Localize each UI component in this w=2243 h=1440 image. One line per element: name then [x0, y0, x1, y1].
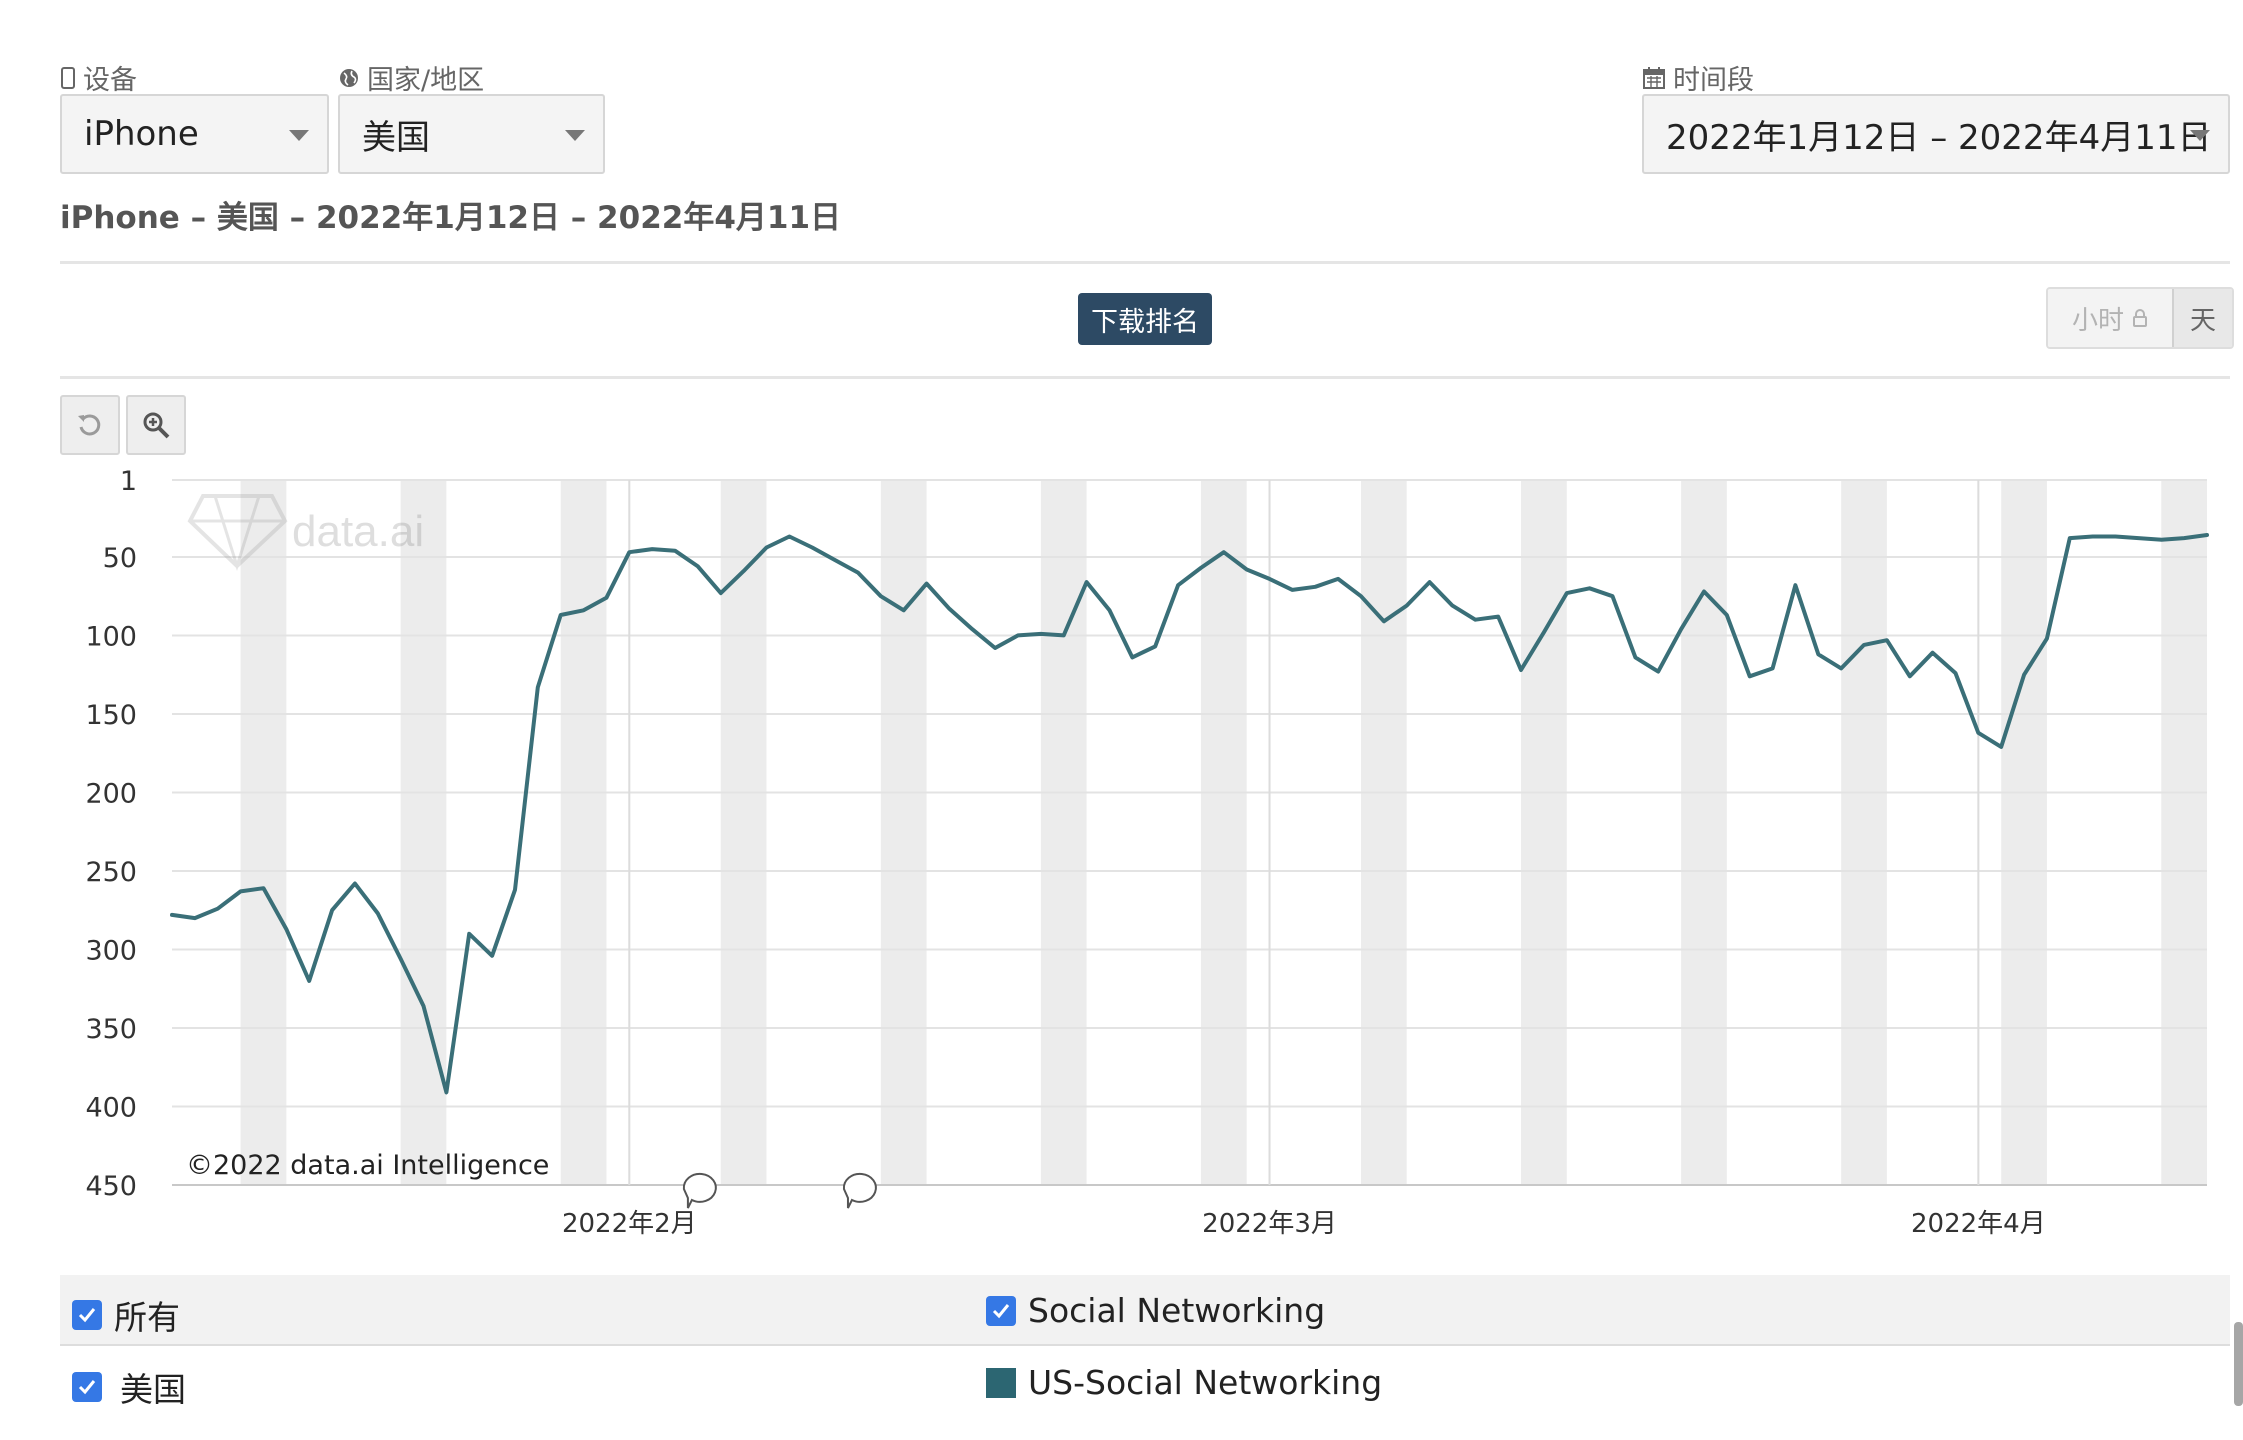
country-select[interactable]: 美国 — [338, 94, 605, 174]
series-swatch — [986, 1367, 1016, 1398]
period-label-text: 时间段 — [1673, 65, 1754, 96]
weekend-band — [2161, 480, 2207, 1185]
scrollbar-thumb[interactable] — [2234, 1322, 2243, 1406]
device-label: 设备 — [60, 58, 137, 97]
y-tick-label: 200 — [85, 778, 137, 809]
x-tick-label: 2022年4月 — [1911, 1209, 2046, 1239]
legend-category-label: Social Networking — [1028, 1291, 1326, 1330]
weekend-band — [720, 480, 767, 1185]
zoom-in-button[interactable] — [126, 395, 186, 455]
weekend-band — [1841, 480, 1887, 1185]
weekend-band — [1681, 480, 1727, 1185]
day-option[interactable]: 天 — [2172, 289, 2232, 347]
y-tick-label: 150 — [85, 700, 137, 731]
reset-zoom-button[interactable] — [60, 395, 120, 455]
chevron-down-icon — [289, 130, 309, 141]
weekend-band — [560, 480, 607, 1185]
legend-category[interactable]: Social Networking — [986, 1291, 1325, 1330]
lock-icon — [2133, 309, 2147, 327]
weekend-band — [1360, 480, 1407, 1185]
y-tick-label: 400 — [85, 1092, 137, 1123]
legend-all-label: 所有 — [114, 1298, 180, 1337]
legend-country[interactable]: 美国 — [72, 1363, 186, 1411]
weekend-band — [1040, 480, 1087, 1185]
divider — [60, 376, 2230, 379]
x-tick-label: 2022年3月 — [1202, 1209, 1337, 1239]
y-tick-label: 100 — [85, 621, 137, 652]
legend-all[interactable]: 所有 — [72, 1291, 180, 1339]
checkbox-icon[interactable] — [72, 1372, 102, 1402]
legend-divider — [60, 1344, 2230, 1346]
series-line — [170, 533, 2209, 1095]
watermark-text: data.ai — [292, 507, 424, 556]
device-label-text: 设备 — [83, 65, 137, 96]
period-value: 2022年1月12日 – 2022年4月11日 — [1666, 117, 2212, 158]
y-tick-label: 300 — [85, 935, 137, 966]
globe-icon — [340, 68, 358, 87]
period-select[interactable]: 2022年1月12日 – 2022年4月11日 — [1642, 94, 2230, 174]
device-select[interactable]: iPhone — [60, 94, 329, 174]
chevron-down-icon — [2190, 130, 2210, 141]
copyright-text: ©2022 data.ai Intelligence — [186, 1150, 549, 1181]
checkbox-icon[interactable] — [72, 1300, 102, 1330]
zoom-in-icon — [143, 412, 170, 439]
legend-series[interactable]: US-Social Networking — [986, 1363, 1382, 1402]
y-tick-label: 50 — [103, 543, 137, 574]
comment-icon — [842, 1172, 877, 1209]
x-tick-label: 2022年2月 — [562, 1209, 697, 1239]
watermark-logo — [187, 494, 288, 569]
legend-row-1 — [60, 1275, 2230, 1345]
country-value: 美国 — [362, 117, 430, 158]
weekend-band — [240, 480, 287, 1185]
y-tick-label: 350 — [85, 1014, 137, 1045]
y-tick-label: 250 — [85, 857, 137, 888]
watermark: data.ai — [187, 494, 424, 572]
legend-series-label: US-Social Networking — [1028, 1363, 1383, 1402]
watermark-logo-facets — [190, 495, 285, 572]
checkbox-icon[interactable] — [986, 1295, 1016, 1326]
divider — [60, 261, 2230, 264]
y-tick-label: 1 — [120, 466, 137, 497]
comment-icon — [682, 1172, 717, 1209]
y-tick-label: 450 — [85, 1171, 137, 1202]
weekend-band — [1200, 480, 1247, 1185]
weekend-band — [1521, 480, 1567, 1185]
mobile-icon — [61, 66, 75, 89]
weekend-band — [2001, 480, 2047, 1185]
reset-zoom-icon — [78, 414, 101, 436]
chart-subtitle: iPhone – 美国 – 2022年1月12日 – 2022年4月11日 — [60, 200, 842, 236]
calendar-icon — [1643, 66, 1665, 89]
weekend-band — [880, 480, 927, 1185]
granularity-toggle: 小时 天 — [2046, 287, 2234, 349]
rank-type-badge[interactable]: 下载排名 — [1078, 293, 1212, 345]
chevron-down-icon — [565, 130, 585, 141]
period-label: 时间段 — [1642, 58, 1754, 97]
hour-option[interactable]: 小时 — [2048, 289, 2172, 347]
device-value: iPhone — [84, 114, 199, 154]
legend-country-label: 美国 — [120, 1370, 186, 1409]
weekend-band — [400, 480, 447, 1185]
country-label: 国家/地区 — [338, 58, 484, 97]
country-label-text: 国家/地区 — [367, 65, 485, 96]
hour-label: 小时 — [2071, 305, 2124, 336]
